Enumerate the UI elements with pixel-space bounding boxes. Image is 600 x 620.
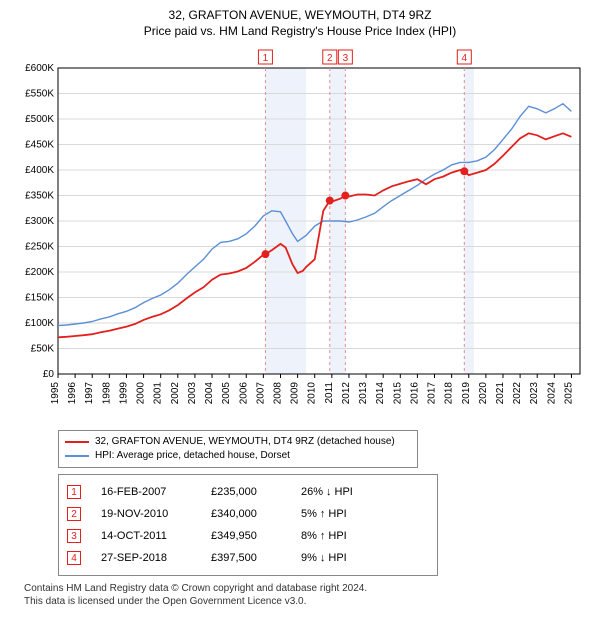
arrow-down-icon: ↓ (320, 552, 326, 564)
svg-text:2000: 2000 (136, 382, 147, 405)
svg-text:1: 1 (263, 53, 269, 64)
svg-text:£0: £0 (43, 369, 55, 380)
svg-text:£250K: £250K (25, 242, 54, 253)
legend-row: HPI: Average price, detached house, Dors… (65, 449, 411, 463)
svg-text:1995: 1995 (50, 382, 61, 405)
svg-text:2007: 2007 (255, 382, 266, 405)
svg-text:£50K: £50K (31, 344, 55, 355)
svg-text:£150K: £150K (25, 293, 54, 304)
svg-text:2022: 2022 (512, 382, 523, 405)
footer-line2: This data is licensed under the Open Gov… (24, 595, 588, 608)
sale-suffix: HPI (328, 552, 346, 564)
svg-text:2023: 2023 (529, 382, 540, 405)
svg-text:2003: 2003 (187, 382, 198, 405)
svg-text:2002: 2002 (170, 382, 181, 405)
sale-price: £349,950 (211, 530, 301, 542)
svg-text:£600K: £600K (25, 63, 54, 74)
svg-text:2025: 2025 (563, 382, 574, 405)
sale-row: 1 16-FEB-2007£235,00026%↓HPI (67, 481, 429, 503)
svg-text:2019: 2019 (461, 382, 472, 405)
svg-text:4: 4 (462, 53, 468, 64)
svg-text:2014: 2014 (375, 382, 386, 405)
svg-text:2006: 2006 (238, 382, 249, 405)
sale-date: 19-NOV-2010 (101, 508, 211, 520)
title-subtitle: Price paid vs. HM Land Registry's House … (12, 24, 588, 38)
svg-text:2012: 2012 (341, 382, 352, 405)
svg-text:2008: 2008 (272, 382, 283, 405)
svg-text:2021: 2021 (495, 382, 506, 405)
svg-text:£550K: £550K (25, 89, 54, 100)
sale-price: £340,000 (211, 508, 301, 520)
svg-text:3: 3 (343, 53, 349, 64)
sale-suffix: HPI (335, 486, 353, 498)
sale-marker-box: 4 (67, 551, 81, 565)
sale-pct: 26% (301, 486, 323, 498)
sale-marker-box: 2 (67, 507, 81, 521)
svg-text:£400K: £400K (25, 165, 54, 176)
legend-swatch (65, 455, 89, 457)
sale-pct: 9% (301, 552, 317, 564)
sale-row: 4 27-SEP-2018£397,5009%↓HPI (67, 547, 429, 569)
svg-text:2024: 2024 (546, 382, 557, 405)
svg-text:2005: 2005 (221, 382, 232, 405)
legend-swatch (65, 441, 89, 443)
svg-text:2017: 2017 (427, 382, 438, 405)
svg-text:2018: 2018 (444, 382, 455, 405)
svg-text:2004: 2004 (204, 382, 215, 405)
sale-price: £235,000 (211, 486, 301, 498)
chart-svg: £0 £50K £100K £150K £200K £250K £300K £350K £400… (12, 44, 588, 424)
svg-text:2016: 2016 (409, 382, 420, 405)
svg-text:£450K: £450K (25, 140, 54, 151)
sale-pct: 5% (301, 508, 317, 520)
sale-date: 14-OCT-2011 (101, 530, 211, 542)
svg-text:£200K: £200K (25, 267, 54, 278)
arrow-up-icon: ↑ (320, 508, 326, 520)
sale-row: 3 14-OCT-2011£349,9508%↑HPI (67, 525, 429, 547)
svg-text:1997: 1997 (84, 382, 95, 405)
title-address: 32, GRAFTON AVENUE, WEYMOUTH, DT4 9RZ (12, 8, 588, 22)
svg-text:2013: 2013 (358, 382, 369, 405)
sale-suffix: HPI (328, 508, 346, 520)
sales-table: 116-FEB-2007£235,00026%↓HPI219-NOV-2010£… (58, 474, 438, 576)
sale-date: 27-SEP-2018 (101, 552, 211, 564)
svg-text:£300K: £300K (25, 216, 54, 227)
titles: 32, GRAFTON AVENUE, WEYMOUTH, DT4 9RZ Pr… (12, 8, 588, 38)
legend: 32, GRAFTON AVENUE, WEYMOUTH, DT4 9RZ (d… (58, 430, 418, 468)
legend-row: 32, GRAFTON AVENUE, WEYMOUTH, DT4 9RZ (d… (65, 435, 411, 449)
svg-text:£100K: £100K (25, 318, 54, 329)
sale-price: £397,500 (211, 552, 301, 564)
svg-text:2011: 2011 (324, 382, 335, 404)
chart-container: 32, GRAFTON AVENUE, WEYMOUTH, DT4 9RZ Pr… (0, 0, 600, 620)
svg-text:2020: 2020 (478, 382, 489, 405)
svg-text:2001: 2001 (153, 382, 164, 405)
sale-suffix: HPI (328, 530, 346, 542)
svg-text:2: 2 (327, 53, 333, 64)
svg-text:1996: 1996 (67, 382, 78, 405)
sale-row: 2 19-NOV-2010£340,0005%↑HPI (67, 503, 429, 525)
sale-marker-box: 1 (67, 485, 81, 499)
svg-text:1998: 1998 (101, 382, 112, 405)
svg-text:2009: 2009 (290, 382, 301, 405)
footer-line1: Contains HM Land Registry data © Crown c… (24, 582, 588, 595)
svg-text:£350K: £350K (25, 191, 54, 202)
svg-text:1999: 1999 (118, 382, 129, 405)
svg-text:£500K: £500K (25, 114, 54, 125)
legend-label: HPI: Average price, detached house, Dors… (95, 449, 290, 463)
chart: £0 £50K £100K £150K £200K £250K £300K £350K £400… (12, 44, 588, 424)
arrow-up-icon: ↑ (320, 530, 326, 542)
svg-text:2010: 2010 (307, 382, 318, 405)
sale-marker-box: 3 (67, 529, 81, 543)
footer: Contains HM Land Registry data © Crown c… (24, 582, 588, 608)
arrow-down-icon: ↓ (326, 486, 332, 498)
legend-label: 32, GRAFTON AVENUE, WEYMOUTH, DT4 9RZ (d… (95, 435, 395, 449)
svg-text:2015: 2015 (392, 382, 403, 405)
sale-date: 16-FEB-2007 (101, 486, 211, 498)
sale-pct: 8% (301, 530, 317, 542)
